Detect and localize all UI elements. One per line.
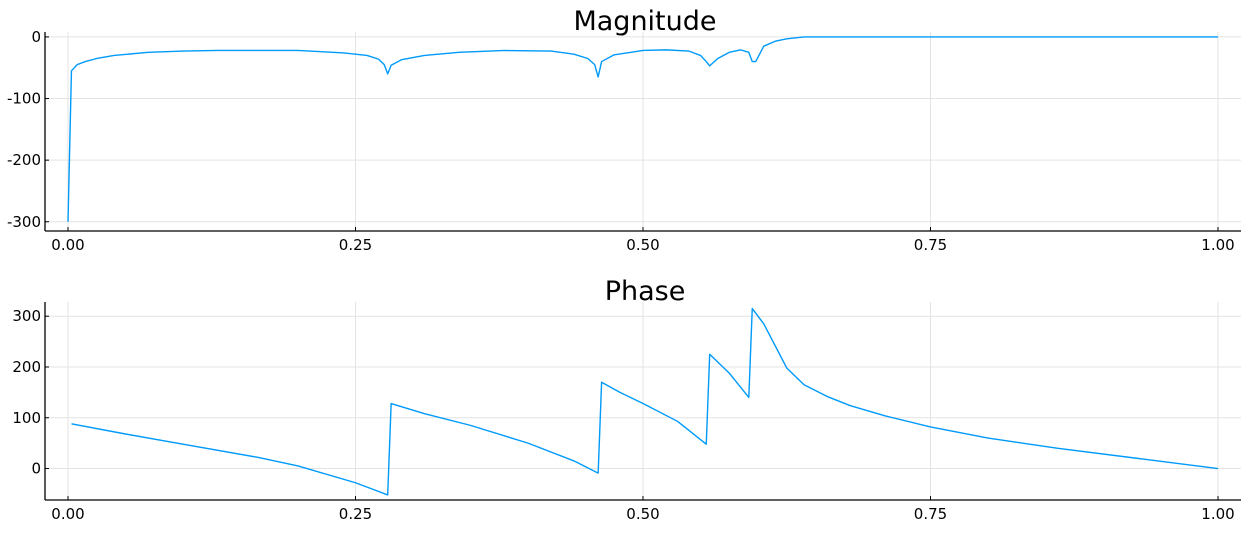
magnitude-series <box>67 36 1218 222</box>
magnitude-ytick-label: 0 <box>31 28 41 46</box>
phase-ytick-label: 100 <box>12 409 41 427</box>
phase-series-line <box>71 307 1219 496</box>
magnitude-xtick-label: 0.00 <box>51 236 84 254</box>
phase-xtick-label: 0.50 <box>626 505 659 523</box>
magnitude-xtick-label: 1.00 <box>1201 236 1234 254</box>
phase-xtick-label: 0.00 <box>51 505 84 523</box>
magnitude-ytick-label: -300 <box>7 213 41 231</box>
phase-ytick-label: 300 <box>12 307 41 325</box>
magnitude-grid <box>45 32 1241 231</box>
magnitude-xtick-label: 0.75 <box>914 236 947 254</box>
phase-plot: 0.00 0.25 0.50 0.75 1.00 300 200 100 0 Phase <box>12 276 1241 523</box>
magnitude-ytick-label: -200 <box>7 151 41 169</box>
phase-xtick-label: 0.75 <box>914 505 947 523</box>
phase-xtick-label: 0.25 <box>339 505 372 523</box>
magnitude-ytick-label: -100 <box>7 90 41 108</box>
phase-grid <box>45 302 1241 500</box>
phase-title: Phase <box>605 276 686 307</box>
phase-series <box>71 307 1219 496</box>
magnitude-xtick-label: 0.25 <box>339 236 372 254</box>
phase-ytick-label: 0 <box>31 460 41 478</box>
phase-xtick-label: 1.00 <box>1201 505 1234 523</box>
magnitude-title: Magnitude <box>573 6 716 37</box>
magnitude-xtick-label: 0.50 <box>626 236 659 254</box>
magnitude-plot: 0.00 0.25 0.50 0.75 1.00 0 -100 -200 -300 Magnit… <box>7 6 1241 254</box>
phase-ytick-label: 200 <box>12 358 41 376</box>
phase-ticks: 0.00 0.25 0.50 0.75 1.00 300 200 100 0 <box>12 307 1234 523</box>
magnitude-series-line <box>67 36 1218 222</box>
magnitude-ticks: 0.00 0.25 0.50 0.75 1.00 0 -100 -200 -300 <box>7 28 1235 254</box>
